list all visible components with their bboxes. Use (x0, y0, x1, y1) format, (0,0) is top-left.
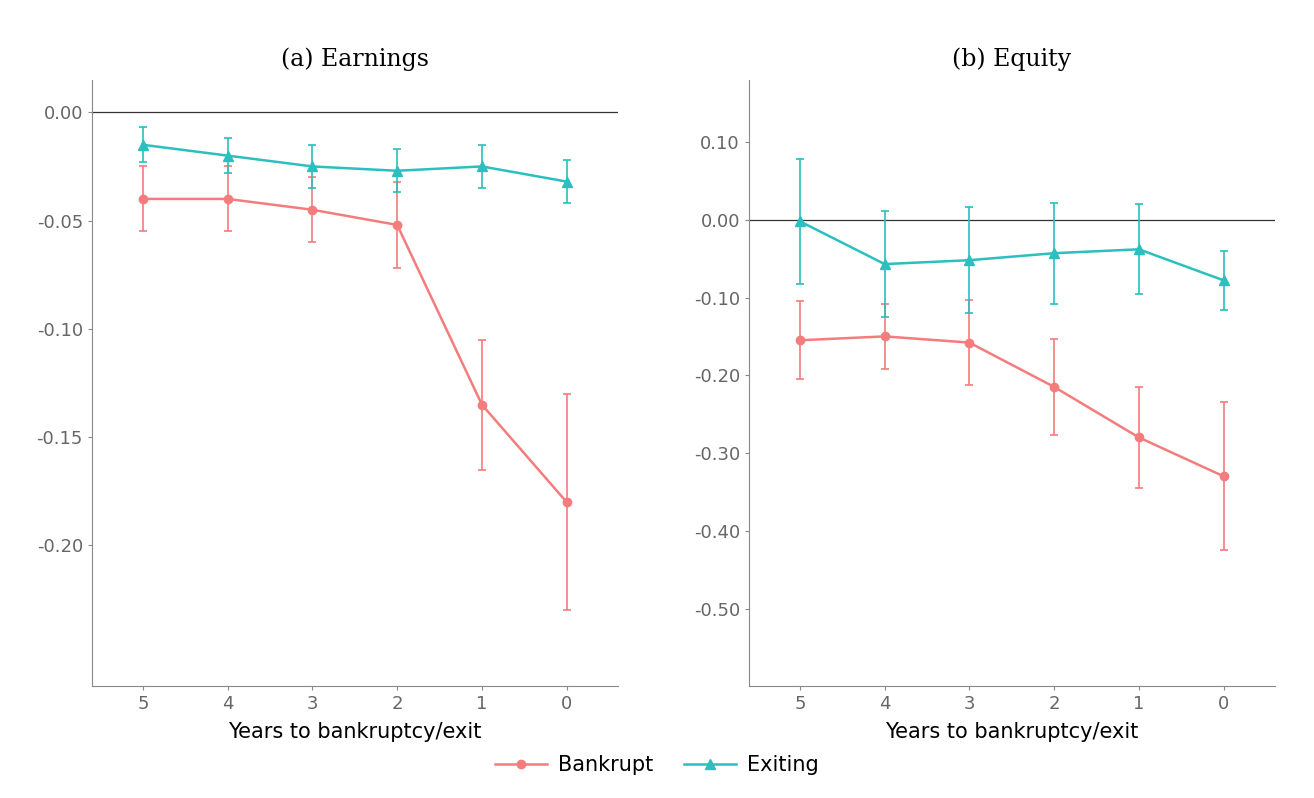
Title: (b) Equity: (b) Equity (953, 47, 1071, 71)
Legend: Bankrupt, Exiting: Bankrupt, Exiting (487, 747, 827, 784)
X-axis label: Years to bankruptcy/exit: Years to bankruptcy/exit (886, 721, 1138, 741)
X-axis label: Years to bankruptcy/exit: Years to bankruptcy/exit (229, 721, 481, 741)
Title: (a) Earnings: (a) Earnings (281, 47, 428, 71)
